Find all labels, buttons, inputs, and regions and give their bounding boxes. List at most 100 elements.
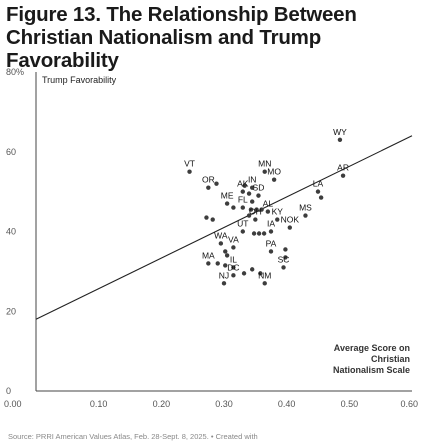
point-label: LA xyxy=(313,179,324,189)
point-label: UT xyxy=(237,219,248,229)
x-axis-annotation: Christian xyxy=(371,354,410,364)
data-point xyxy=(250,185,255,190)
data-point xyxy=(241,271,247,276)
data-point xyxy=(231,245,236,250)
point-label: AR xyxy=(337,163,349,173)
x-tick-label: 0.40 xyxy=(278,399,296,409)
y-tick-label: 20 xyxy=(6,306,16,316)
data-point xyxy=(256,231,262,236)
data-point xyxy=(259,207,264,212)
point-label: MA xyxy=(202,250,215,260)
point-label: IA xyxy=(267,219,275,229)
point-label: NJ xyxy=(219,270,229,280)
point-label: AK xyxy=(237,179,249,189)
point-label: IL xyxy=(230,254,237,264)
point-label: OH xyxy=(249,207,262,217)
point-label: MN xyxy=(258,159,271,169)
point-label: MO xyxy=(267,167,281,177)
data-point xyxy=(275,217,280,222)
data-point xyxy=(283,255,288,260)
data-point xyxy=(210,217,215,222)
data-point xyxy=(231,205,236,210)
source-note: Source: PRRI American Values Atlas, Feb.… xyxy=(8,432,258,441)
data-point xyxy=(231,273,236,278)
data-point xyxy=(223,263,228,268)
data-point xyxy=(268,249,274,254)
point-label: VT xyxy=(184,159,195,169)
point-label: OR xyxy=(202,175,215,185)
y-tick-label: 0 xyxy=(6,386,11,396)
x-tick-label: 0.10 xyxy=(90,399,108,409)
point-label: NM xyxy=(258,270,271,280)
point-label: DC xyxy=(227,262,239,272)
data-point xyxy=(206,185,211,190)
x-tick-label: 0.30 xyxy=(215,399,233,409)
data-point xyxy=(206,261,211,266)
figure-title: Figure 13. The Relationship Between Chri… xyxy=(6,3,357,72)
point-label: KY xyxy=(272,207,284,217)
x-axis-annotation: Nationalism Scale xyxy=(333,365,410,375)
data-point xyxy=(271,177,277,182)
data-point xyxy=(242,183,247,188)
data-point xyxy=(231,265,236,270)
data-point xyxy=(221,281,227,286)
data-point xyxy=(340,173,346,178)
data-point xyxy=(215,261,220,266)
data-point xyxy=(240,205,245,210)
data-point xyxy=(283,247,288,252)
y-tick-label: 60 xyxy=(6,147,16,157)
data-point xyxy=(262,281,267,286)
point-label: WA xyxy=(214,230,228,240)
data-point xyxy=(265,209,271,214)
data-point xyxy=(303,213,308,218)
data-point xyxy=(281,265,286,270)
x-tick-label: 0.00 xyxy=(4,399,22,409)
data-point xyxy=(254,207,259,212)
data-point xyxy=(240,189,245,194)
data-point xyxy=(262,169,267,174)
data-point xyxy=(250,199,255,204)
data-point xyxy=(261,231,267,236)
point-label: SD xyxy=(253,183,265,193)
y-tick-label: 40 xyxy=(6,227,16,237)
point-label: FL xyxy=(238,195,248,205)
trend-line xyxy=(35,135,413,320)
data-point xyxy=(187,169,192,174)
series-label: Trump Favorability xyxy=(42,75,117,85)
point-label: IN xyxy=(248,175,257,185)
data-point xyxy=(287,225,292,230)
data-point xyxy=(246,213,252,218)
point-label: VA xyxy=(228,234,239,244)
data-point xyxy=(256,193,261,198)
point-label: PA xyxy=(266,238,277,248)
data-point xyxy=(240,229,245,234)
data-point xyxy=(318,195,324,200)
data-point xyxy=(251,231,257,236)
point-label: WY xyxy=(333,127,347,137)
data-point xyxy=(315,189,321,194)
data-point xyxy=(204,215,209,220)
data-point xyxy=(223,249,228,254)
data-point xyxy=(258,271,263,276)
data-point xyxy=(268,229,274,234)
data-point xyxy=(250,267,255,272)
point-label: MS xyxy=(299,203,312,213)
data-point xyxy=(248,207,254,212)
data-point xyxy=(214,181,219,186)
chart-layer: 0 20 40 60 80% 0.00 0.10 0.20 0.30 0.40 0.50 0.60 Tr… xyxy=(4,67,418,409)
point-label: NOK xyxy=(281,215,300,225)
x-tick-label: 0.50 xyxy=(341,399,359,409)
data-point xyxy=(218,241,224,246)
x-tick-label: 0.20 xyxy=(153,399,171,409)
data-point xyxy=(253,217,258,222)
y-tick-label: 80% xyxy=(6,67,24,77)
x-tick-label: 0.60 xyxy=(400,399,418,409)
data-point xyxy=(224,253,230,258)
point-label: ME xyxy=(221,191,234,201)
data-point xyxy=(224,201,230,206)
data-point xyxy=(337,137,343,142)
point-label: SC xyxy=(278,254,290,264)
point-label: AL xyxy=(263,199,274,209)
